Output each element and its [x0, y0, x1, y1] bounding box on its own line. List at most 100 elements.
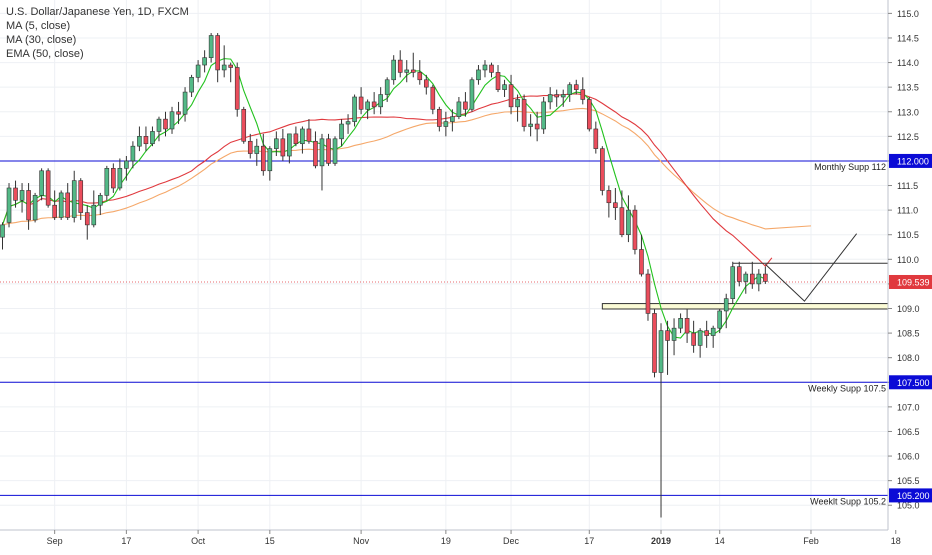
- candle-body-up: [450, 116, 455, 122]
- price-tick-label: 111.0: [897, 206, 918, 216]
- candle: [313, 131, 318, 169]
- candle: [665, 320, 670, 375]
- candle: [749, 261, 755, 289]
- time-tick-label: Sep: [47, 536, 63, 546]
- candle: [137, 126, 142, 152]
- price-tick-label: 110.5: [897, 230, 919, 240]
- candle-body-down: [260, 145, 266, 172]
- candle-body-down: [293, 133, 299, 145]
- legend-ma30[interactable]: MA (30, close): [6, 34, 77, 46]
- time-tick-label: 2019: [651, 536, 671, 546]
- candle-body-up: [124, 160, 129, 169]
- level-price-badge-label: 112.000: [897, 156, 929, 166]
- price-tick-label: 105.0: [897, 501, 920, 511]
- candle: [19, 183, 25, 213]
- candle: [247, 133, 253, 159]
- candle: [482, 60, 488, 78]
- candle-body-down: [463, 101, 468, 110]
- candle-body-up: [541, 101, 546, 130]
- support-level-label: Weeklt Supp 105.2: [810, 496, 886, 506]
- candle: [339, 119, 344, 147]
- candle: [397, 50, 403, 78]
- candle: [600, 146, 605, 196]
- price-tick-label: 106.0: [897, 452, 920, 462]
- support-zone-group: [601, 303, 932, 310]
- time-tick-label: Dec: [503, 536, 520, 546]
- ma30-line: [1, 93, 773, 267]
- candle: [567, 82, 573, 102]
- candle: [117, 158, 123, 191]
- candle: [417, 60, 423, 85]
- time-axis-background: [0, 530, 932, 550]
- candle: [274, 131, 279, 157]
- candle-body-up: [208, 35, 214, 58]
- candle: [345, 114, 351, 134]
- candle-body-down: [580, 89, 586, 100]
- candle-body-down: [763, 273, 768, 282]
- legend-ema50[interactable]: EMA (50, close): [6, 48, 84, 60]
- candle: [430, 84, 436, 115]
- candle-body-down: [645, 273, 651, 314]
- candle-body-down: [736, 266, 742, 282]
- support-level-label: Weekly Supp 107.5: [808, 383, 886, 393]
- price-tick-label: 114.0: [897, 58, 919, 68]
- candle: [45, 168, 51, 208]
- candle-body-up: [384, 79, 390, 95]
- candle-body-up: [404, 69, 410, 73]
- candle-body-up: [352, 96, 357, 122]
- candle-body-down: [600, 148, 605, 191]
- candle: [476, 65, 481, 85]
- time-tick-label: 19: [441, 536, 451, 546]
- candle: [456, 96, 462, 120]
- indicator-lines: [1, 58, 812, 339]
- candle-body-up: [378, 94, 383, 108]
- candle: [104, 165, 110, 201]
- candle: [371, 92, 377, 115]
- candle: [710, 325, 716, 348]
- candle: [573, 79, 579, 95]
- candle: [91, 190, 97, 228]
- support-zone: [601, 303, 932, 310]
- candle: [65, 183, 70, 220]
- last-price-badge-label: 109.539: [897, 277, 930, 287]
- candle-body-down: [554, 94, 560, 98]
- candle-body-up: [202, 57, 207, 66]
- candle: [182, 87, 188, 122]
- candle-body-down: [430, 86, 436, 110]
- candle: [463, 92, 468, 117]
- candle: [489, 62, 494, 78]
- candle: [515, 94, 520, 122]
- candle-body-down: [521, 99, 527, 127]
- price-axis[interactable]: 105.0105.5106.0106.5107.0107.5108.0108.5…: [887, 0, 932, 550]
- candle: [143, 126, 149, 152]
- drawings: [732, 233, 932, 302]
- candle-body-up: [300, 128, 305, 145]
- candle: [195, 60, 201, 83]
- candle-body-down: [489, 64, 494, 73]
- candle-body-up: [528, 123, 533, 127]
- projection-path: [764, 233, 858, 302]
- candle: [404, 60, 410, 83]
- candle-body-up: [32, 195, 38, 221]
- candle: [541, 96, 546, 134]
- candle: [156, 116, 162, 142]
- price-tick-label: 108.5: [897, 329, 920, 339]
- candle-body-down: [306, 128, 312, 142]
- legend-ma5[interactable]: MA (5, close): [6, 20, 71, 32]
- candle-body-up: [658, 330, 664, 373]
- candle-body-down: [176, 111, 181, 115]
- price-tick-label: 111.5: [897, 181, 918, 191]
- candle-body-down: [606, 190, 612, 204]
- candle-body-up: [345, 121, 351, 125]
- candle-body-down: [163, 118, 168, 130]
- candle-body-down: [613, 202, 618, 208]
- time-tick-label: 14: [715, 536, 725, 546]
- candle-body-up: [195, 64, 201, 78]
- candle: [469, 77, 475, 112]
- time-axis[interactable]: Sep 17 Oct 15 Nov 19 Dec 17 2019 14 Feb 18: [0, 529, 932, 550]
- candle-body-up: [626, 209, 631, 236]
- candle-body-up: [274, 138, 279, 149]
- legend-symbol[interactable]: U.S. Dollar/Japanese Yen, 1D, FXCM: [6, 6, 189, 18]
